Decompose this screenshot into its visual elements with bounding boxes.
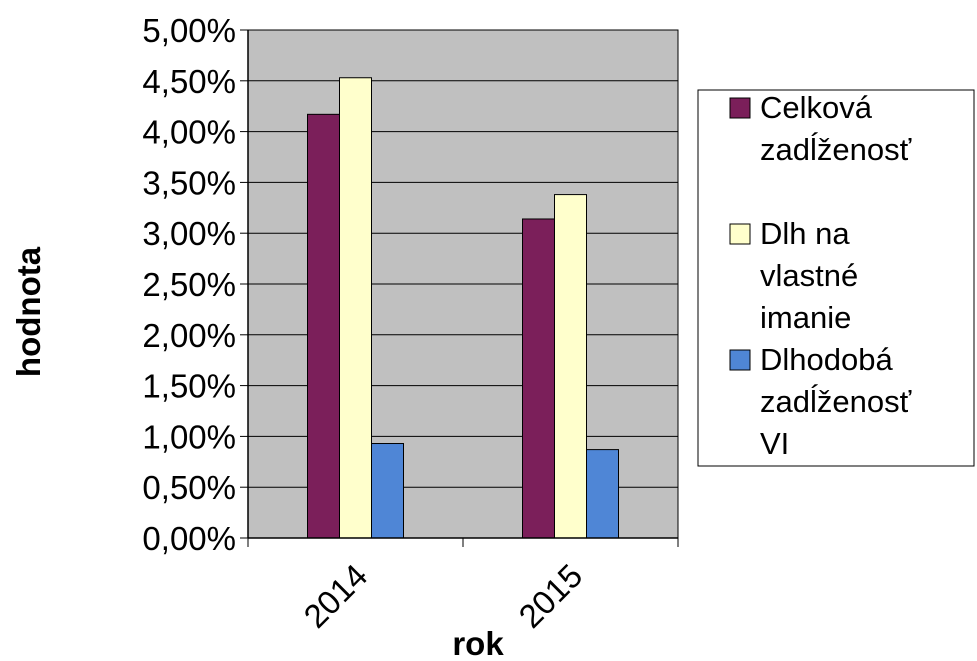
bar [371,443,404,539]
x-tick-label: 2015 [511,557,589,635]
y-tick-labels: 0,00% 0,50% 1,00% 1,50% 2,00% 2,50% 3,00% 3,50%… [142,12,236,557]
y-tick-label: 4,00% [142,114,236,151]
bar [586,449,619,539]
legend-label: Dlhodobá [760,342,893,377]
bars [307,77,619,539]
bar [339,77,372,539]
y-tick-label: 2,50% [142,266,236,303]
x-tick-labels: 2014 2015 [296,557,589,635]
bar [307,113,340,539]
y-tick-label: 4,50% [142,63,236,100]
legend-label: imanie [760,300,851,335]
legend-label: Dlh na [760,216,850,251]
y-tick-label: 3,50% [142,164,236,201]
y-tick-label: 3,00% [142,215,236,252]
axes [240,29,679,547]
legend-label: vlastné [760,258,858,293]
y-tick-label: 0,00% [142,520,236,557]
x-tick-label: 2014 [296,557,374,635]
y-tick-label: 5,00% [142,12,236,49]
bar [554,194,587,539]
y-tick-label: 1,00% [142,418,236,455]
legend-label: VI [760,426,789,461]
legend: Celková zadĺženosť Dlh na vlastné imanie Dlho… [697,89,975,467]
y-tick-label: 1,50% [142,368,236,405]
y-axis-title: hodnota [10,246,47,377]
legend-label: zadĺženosť [760,383,912,419]
legend-swatch [729,97,751,119]
legend-box [697,89,975,467]
legend-label: Celková [760,90,873,125]
x-axis-title: rok [452,625,504,661]
y-tick-label: 0,50% [142,469,236,506]
legend-swatch [729,223,751,245]
legend-swatch [729,349,751,371]
bar [522,218,555,539]
legend-label: zadĺženosť [760,131,912,167]
y-tick-label: 2,00% [142,317,236,354]
